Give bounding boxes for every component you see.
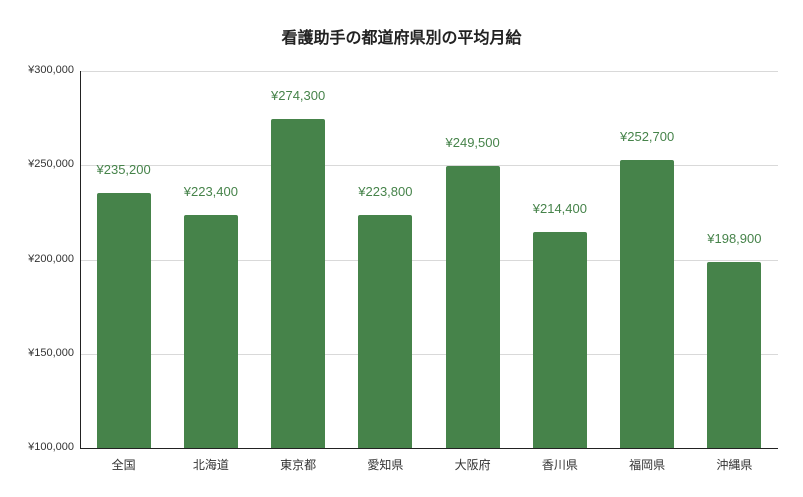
bar xyxy=(620,160,675,448)
bar xyxy=(445,166,500,448)
bar-value-label: ¥235,200 xyxy=(96,162,151,178)
x-tick-label: 北海道 xyxy=(192,458,229,472)
y-axis-line xyxy=(80,71,81,449)
x-tick-label: 福岡県 xyxy=(629,458,666,472)
bar xyxy=(532,232,587,448)
bar-value-label: ¥198,900 xyxy=(707,230,762,246)
x-tick-label: 愛知県 xyxy=(367,458,404,472)
chart-title: 看護助手の都道府県別の平均月給 xyxy=(281,28,522,47)
gridline xyxy=(80,259,778,261)
y-tick-label: ¥250,000 xyxy=(28,158,74,171)
bar-value-label: ¥249,500 xyxy=(445,135,500,151)
gridline xyxy=(80,165,778,167)
x-tick-label: 東京都 xyxy=(280,458,317,472)
plot-area xyxy=(80,71,778,448)
bar xyxy=(707,261,762,448)
bar xyxy=(358,214,413,448)
x-tick-label: 全国 xyxy=(111,458,136,472)
gridline xyxy=(80,71,778,72)
bar-value-label: ¥223,800 xyxy=(358,183,413,199)
bar xyxy=(271,119,326,448)
gridline xyxy=(80,353,778,355)
bar xyxy=(183,215,238,448)
bar-value-label: ¥274,300 xyxy=(271,88,326,104)
y-tick-label: ¥200,000 xyxy=(28,252,74,265)
bar xyxy=(96,193,151,448)
bar-value-label: ¥252,700 xyxy=(620,129,675,145)
y-tick-label: ¥100,000 xyxy=(28,441,74,453)
bar-value-label: ¥214,400 xyxy=(532,201,587,217)
x-axis-line xyxy=(80,448,778,449)
y-tick-label: ¥150,000 xyxy=(28,346,74,359)
x-tick-label: 沖縄県 xyxy=(716,458,753,472)
x-tick-label: 大阪府 xyxy=(454,458,491,472)
x-tick-label: 香川県 xyxy=(541,458,578,472)
y-tick-label: ¥300,000 xyxy=(28,64,74,76)
bar-value-label: ¥223,400 xyxy=(183,184,238,200)
